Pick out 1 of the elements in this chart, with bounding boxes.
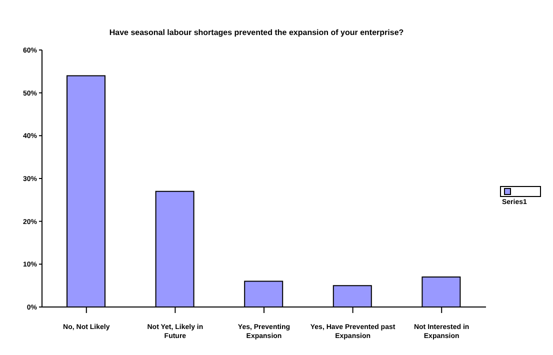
chart-title: Have seasonal labour shortages prevented the expansion of your enterprise? bbox=[108, 27, 405, 39]
